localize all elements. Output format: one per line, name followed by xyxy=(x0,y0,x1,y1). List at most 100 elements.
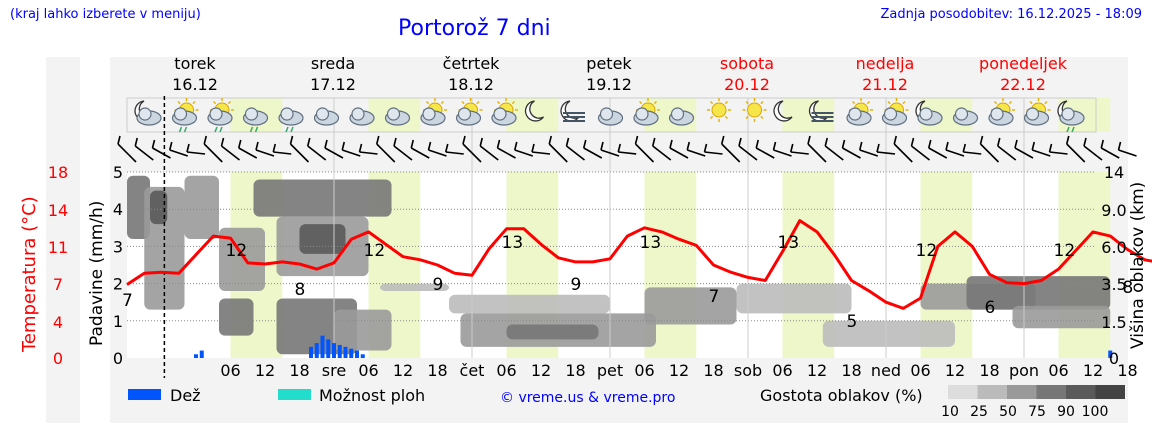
wind-barb-feather xyxy=(479,137,484,147)
cloud-tick-label: 9.0 xyxy=(1101,201,1126,220)
temperature-label: 12 xyxy=(916,241,938,261)
wind-barb xyxy=(1014,147,1034,159)
wind-barb xyxy=(1083,145,1103,161)
wind-barb-feather xyxy=(462,135,466,145)
legend-density-value: 75 xyxy=(1028,404,1046,420)
wind-barb xyxy=(117,143,137,163)
day-date: 19.12 xyxy=(586,75,632,94)
day-date: 18.12 xyxy=(448,75,494,94)
wind-barb-feather xyxy=(306,137,311,147)
wind-barb xyxy=(376,143,396,163)
wind-barb-feather xyxy=(1048,143,1053,153)
cloud-tick-label: 6.0 xyxy=(1101,238,1126,257)
x-tick-label: pon xyxy=(1009,361,1039,380)
legend-storm-swatch xyxy=(278,389,311,400)
x-tick-label: čet xyxy=(460,361,485,380)
x-tick-label: ned xyxy=(871,361,901,380)
legend-density-swatch xyxy=(1007,385,1037,399)
cloud-icon xyxy=(668,107,695,126)
wind-barb xyxy=(928,147,948,159)
day-date: 17.12 xyxy=(310,75,356,94)
day-name: torek xyxy=(174,54,216,73)
wind-barb-feather xyxy=(876,143,880,153)
sun-cloud-icon xyxy=(491,98,518,126)
moon-cloud-icon xyxy=(134,100,162,126)
daylight-band-top xyxy=(782,98,835,132)
wind-barb-feather xyxy=(858,141,863,151)
wind-barb-feather xyxy=(669,139,673,149)
x-tick-label: sre xyxy=(322,361,346,380)
legend-density-value: 25 xyxy=(970,404,988,420)
temperature-label: 13 xyxy=(640,233,662,253)
wind-barb-feather xyxy=(686,141,691,151)
sun-cloud-rain-icon xyxy=(207,98,234,133)
precipitation-bar xyxy=(320,335,325,358)
wind-barb xyxy=(273,151,292,155)
wind-barb xyxy=(893,143,913,163)
precipitation-bar xyxy=(326,339,331,358)
wind-barb xyxy=(979,143,1000,163)
wind-barb-feather xyxy=(237,139,242,149)
wind-barb xyxy=(1118,149,1137,157)
wind-barb xyxy=(842,147,861,159)
day-name: sobota xyxy=(720,54,774,73)
precipitation-bar xyxy=(349,348,354,358)
legend-density-value: 90 xyxy=(1057,404,1075,420)
wind-barb-feather xyxy=(893,135,898,145)
wind-barb-feather xyxy=(772,141,777,151)
legend-rain-label: Dež xyxy=(170,386,201,405)
wind-barb-feather xyxy=(186,143,190,153)
cloud-icon xyxy=(349,107,375,126)
wind-barb xyxy=(445,151,464,155)
wind-barb-feather xyxy=(1065,135,1070,145)
temperature-label: 7 xyxy=(122,291,133,311)
x-tick-label: 18 xyxy=(565,361,585,380)
wind-barb xyxy=(531,151,551,155)
precipitation-bar xyxy=(314,343,319,358)
credit-text: © vreme.us & vreme.pro xyxy=(500,390,675,406)
wind-barb xyxy=(462,143,482,163)
cloud-layer xyxy=(1012,305,1111,329)
wind-barb-feather xyxy=(531,143,535,153)
temperature-label: 8 xyxy=(1123,278,1134,298)
wind-barb xyxy=(1049,151,1068,155)
x-tick-label: 12 xyxy=(1083,361,1103,380)
wind-barb xyxy=(393,145,413,161)
wind-barb-feather xyxy=(410,139,415,149)
wind-barb-feather xyxy=(1100,139,1105,149)
wind-barb-feather xyxy=(1014,139,1018,149)
wind-barb-feather xyxy=(565,137,570,147)
precipitation-bar xyxy=(360,354,365,358)
sun-cloud-icon xyxy=(455,98,483,126)
wind-barb xyxy=(773,149,792,157)
wind-barb-feather xyxy=(927,139,932,149)
temp-tick-label: 11 xyxy=(48,238,68,257)
cloud-rain-icon xyxy=(242,107,269,133)
day-name: sreda xyxy=(311,54,355,73)
day-name: četrtek xyxy=(443,54,501,73)
wind-barb xyxy=(945,149,965,157)
wind-barb xyxy=(341,149,361,157)
legend-density-value: 100 xyxy=(1082,404,1109,420)
x-tick-label: 12 xyxy=(807,361,827,380)
cloud-icon xyxy=(384,107,411,126)
wind-barb-feather xyxy=(651,137,656,147)
precipitation-bar xyxy=(194,354,198,358)
cloud-tick-label: 0 xyxy=(1109,349,1119,368)
wind-barb-feather xyxy=(1031,141,1036,151)
precip-tick-label: 1 xyxy=(113,312,123,331)
cloud-tick-label: 3.5 xyxy=(1101,275,1126,294)
x-tick-label: 12 xyxy=(255,361,275,380)
cloud-axis-title: Višina oblakov (km) xyxy=(1128,182,1148,349)
wind-barb-feather xyxy=(341,141,346,151)
moon-fog-icon xyxy=(560,100,585,122)
x-tick-label: 06 xyxy=(910,361,930,380)
legend-density-swatch xyxy=(1036,385,1066,399)
x-tick-label: 18 xyxy=(289,361,309,380)
wind-barb-feather xyxy=(117,135,121,145)
precipitation-bar xyxy=(337,344,342,358)
temp-axis-title: Temperatura (°C) xyxy=(19,196,40,353)
temperature-label: 7 xyxy=(709,287,720,307)
wind-barb xyxy=(669,147,689,159)
cloud-layer xyxy=(184,175,219,239)
